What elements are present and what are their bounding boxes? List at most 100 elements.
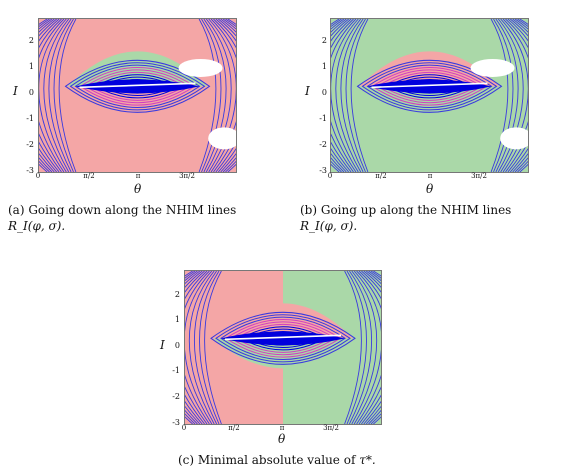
- caption-a-math: R_I(φ, σ).: [8, 219, 66, 233]
- contour-left: [188, 271, 215, 424]
- dense-core: [75, 79, 200, 94]
- ytick-b-0: 0: [321, 88, 327, 97]
- contour-right: [213, 19, 236, 172]
- contour-right: [356, 271, 381, 424]
- ytick-b-1: 1: [321, 62, 327, 71]
- contour-right: [361, 271, 381, 424]
- region-bottom-lobe: [67, 86, 208, 117]
- contour-left: [39, 19, 62, 172]
- caption-b-text: (b) Going up along the NHIM lines: [300, 203, 512, 217]
- region-bottom-lobe: [359, 86, 500, 117]
- caption-b: (b) Going up along the NHIM lines R_I(φ,…: [300, 202, 553, 234]
- blank-region-upper: [470, 58, 515, 77]
- contour-right: [497, 19, 524, 172]
- y-axis-label-b: I: [305, 84, 310, 98]
- contour-left: [193, 271, 218, 424]
- ytick-b-m3: -3: [319, 166, 327, 175]
- contour-right: [215, 19, 236, 172]
- ytick-a-2: 2: [28, 36, 34, 45]
- plot-area-b: [330, 18, 529, 173]
- x-axis-label-b: θ: [426, 182, 434, 196]
- ytick-c-1: 1: [174, 315, 180, 324]
- ytick-a-m1: -1: [26, 114, 34, 123]
- xtick-a-pi2: π/2: [83, 172, 95, 180]
- contour-right: [495, 19, 519, 172]
- xtick-a-3pi2: 3π/2: [179, 172, 195, 180]
- caption-c-text: (c) Minimal absolute value of: [178, 453, 356, 467]
- contour-left: [199, 271, 220, 424]
- dense-core: [367, 79, 492, 94]
- ytick-a-1: 1: [28, 62, 34, 71]
- contour-left: [331, 19, 350, 172]
- contour-right: [201, 19, 222, 172]
- contour-lens: [361, 62, 498, 111]
- contour-left: [39, 19, 58, 172]
- plot-area-a: [38, 18, 237, 173]
- contour-lens: [210, 311, 356, 365]
- contour-lens: [69, 62, 206, 111]
- contour-left: [53, 19, 74, 172]
- xtick-b-3pi2: 3π/2: [471, 172, 487, 180]
- contour-right: [217, 19, 236, 172]
- xtick-b-0: 0: [327, 172, 333, 180]
- contour-right: [493, 19, 514, 172]
- contour-left: [350, 19, 369, 172]
- ytick-c-2: 2: [174, 290, 180, 299]
- x-axis-label-c: θ: [278, 432, 286, 446]
- blank-region-lower: [208, 127, 236, 150]
- contour-right: [346, 271, 367, 424]
- contour-right: [208, 19, 236, 172]
- contour-left: [185, 271, 203, 424]
- contour-left: [58, 19, 77, 172]
- ytick-c-0: 0: [174, 341, 180, 350]
- xtick-c-3pi2: 3π/2: [323, 424, 339, 432]
- blank-region-upper: [178, 58, 223, 77]
- contour-right: [348, 271, 373, 424]
- contour-right: [353, 271, 381, 424]
- ytick-a-m3: -3: [26, 166, 34, 175]
- xtick-b-pi2: π/2: [375, 172, 387, 180]
- caption-c-math: τ*.: [359, 453, 376, 467]
- xtick-c-pi2: π/2: [228, 424, 240, 432]
- contour-left: [43, 19, 70, 172]
- contour-left: [340, 19, 364, 172]
- ytick-c-m3: -3: [172, 418, 180, 427]
- y-axis-label-a: I: [13, 84, 18, 98]
- separatrix-stripe: [224, 334, 342, 341]
- contour-lens: [64, 59, 211, 113]
- contour-right: [351, 271, 378, 424]
- ytick-b-m2: -2: [319, 140, 327, 149]
- contour-right: [509, 19, 528, 172]
- caption-a-text: (a) Going down along the NHIM lines: [8, 203, 237, 217]
- separatrix-stripe: [79, 82, 196, 89]
- contour-lens: [356, 59, 503, 113]
- xtick-c-0: 0: [181, 424, 187, 432]
- ytick-c-m1: -1: [172, 366, 180, 375]
- contour-left: [331, 19, 357, 172]
- separatrix-stripe: [371, 82, 488, 89]
- x-axis-label-a: θ: [134, 182, 142, 196]
- contour-left: [185, 271, 210, 424]
- plot-area-c: [184, 270, 382, 425]
- contour-right: [210, 19, 236, 172]
- contour-left: [185, 271, 213, 424]
- region-bottom-lobe: [213, 338, 353, 369]
- contour-left: [39, 19, 65, 172]
- blank-region-lower: [500, 127, 528, 150]
- contour-right: [490, 19, 509, 172]
- contour-right: [358, 271, 381, 424]
- caption-b-math: R_I(φ, σ).: [300, 219, 358, 233]
- contour-lens: [215, 314, 351, 363]
- contour-right: [507, 19, 528, 172]
- xtick-b-pi: π: [427, 172, 433, 180]
- contour-right: [363, 271, 381, 424]
- contour-left: [39, 19, 60, 172]
- xtick-a-pi: π: [135, 172, 141, 180]
- contour-left: [331, 19, 352, 172]
- y-axis-label-c: I: [160, 338, 165, 352]
- contour-right: [502, 19, 528, 172]
- caption-c: (c) Minimal absolute value of τ*.: [178, 452, 418, 468]
- caption-a: (a) Going down along the NHIM lines R_I(…: [8, 202, 263, 234]
- contour-left: [345, 19, 366, 172]
- ytick-a-m2: -2: [26, 140, 34, 149]
